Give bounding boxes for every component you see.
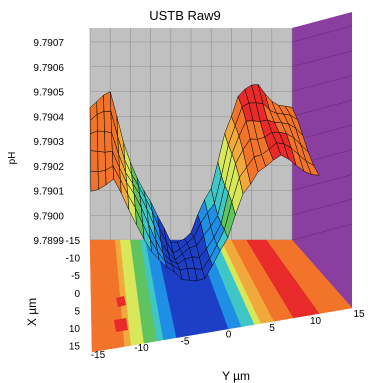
surface-facet [104, 131, 113, 153]
surface-facet [90, 170, 99, 192]
x-tick-label: 0 [74, 289, 80, 300]
floor-spot [114, 318, 128, 332]
z-tick-label: 9.7905 [33, 88, 64, 99]
surface-facet [90, 150, 99, 173]
y-tick-label: -5 [181, 336, 190, 347]
x-tick-label: -15 [66, 236, 81, 247]
z-tick-label: 9.7899 [33, 236, 64, 247]
x-tick-label: -5 [71, 271, 80, 282]
y-tick-label: -15 [91, 350, 106, 361]
grid-side-line [291, 75, 353, 92]
z-tick-label: 9.7907 [33, 38, 64, 49]
surface-facet [90, 130, 99, 152]
y-tick-label: 5 [269, 323, 275, 334]
x-axis-ticks: -15 -10 -5 0 5 10 15 [66, 236, 81, 353]
x-axis-label: X µm [25, 298, 39, 326]
z-tick-label: 9.7904 [33, 112, 64, 123]
z-tick-label: 9.7901 [33, 187, 64, 198]
surface-facet [305, 160, 320, 176]
y-tick-label: -10 [134, 343, 149, 354]
y-axis-ticks: -15 -10 -5 0 5 10 15 [91, 309, 365, 361]
floor-spot [116, 296, 126, 307]
side-wall [292, 12, 352, 308]
surface-facet [96, 110, 105, 132]
z-tick-label: 9.7902 [33, 162, 64, 173]
floor-band [286, 239, 353, 310]
y-axis-label: Y µm [222, 369, 250, 383]
y-tick-label: 15 [353, 309, 365, 320]
grid-side-line [291, 25, 353, 43]
z-tick-label: 9.7906 [33, 63, 64, 74]
surface-facet [103, 91, 112, 112]
grid-side-line [291, 199, 353, 216]
x-tick-label: 15 [69, 342, 81, 353]
surface-facet [97, 151, 106, 173]
surface-facet [97, 130, 106, 153]
grid-side-line [291, 50, 353, 67]
z-tick-label: 9.7900 [33, 211, 64, 222]
x-tick-label: 5 [74, 306, 80, 317]
grid-side-line [291, 100, 353, 117]
z-axis-label: pH [7, 152, 18, 165]
z-axis-ticks: 9.7907 9.7906 9.7905 9.7904 9.7903 9.7902 9.79… [33, 38, 64, 247]
surface-mesh [89, 84, 320, 281]
y-tick-label: 0 [226, 330, 232, 341]
surface-facet [103, 111, 112, 134]
grid-side-line [291, 174, 353, 191]
x-tick-label: 10 [69, 324, 81, 335]
y-tick-label: 10 [310, 316, 322, 327]
grid-side-line [291, 223, 353, 241]
chart-title: USTB Raw9 [149, 8, 221, 23]
z-tick-label: 9.7903 [33, 137, 64, 148]
x-tick-label: -10 [66, 254, 81, 265]
